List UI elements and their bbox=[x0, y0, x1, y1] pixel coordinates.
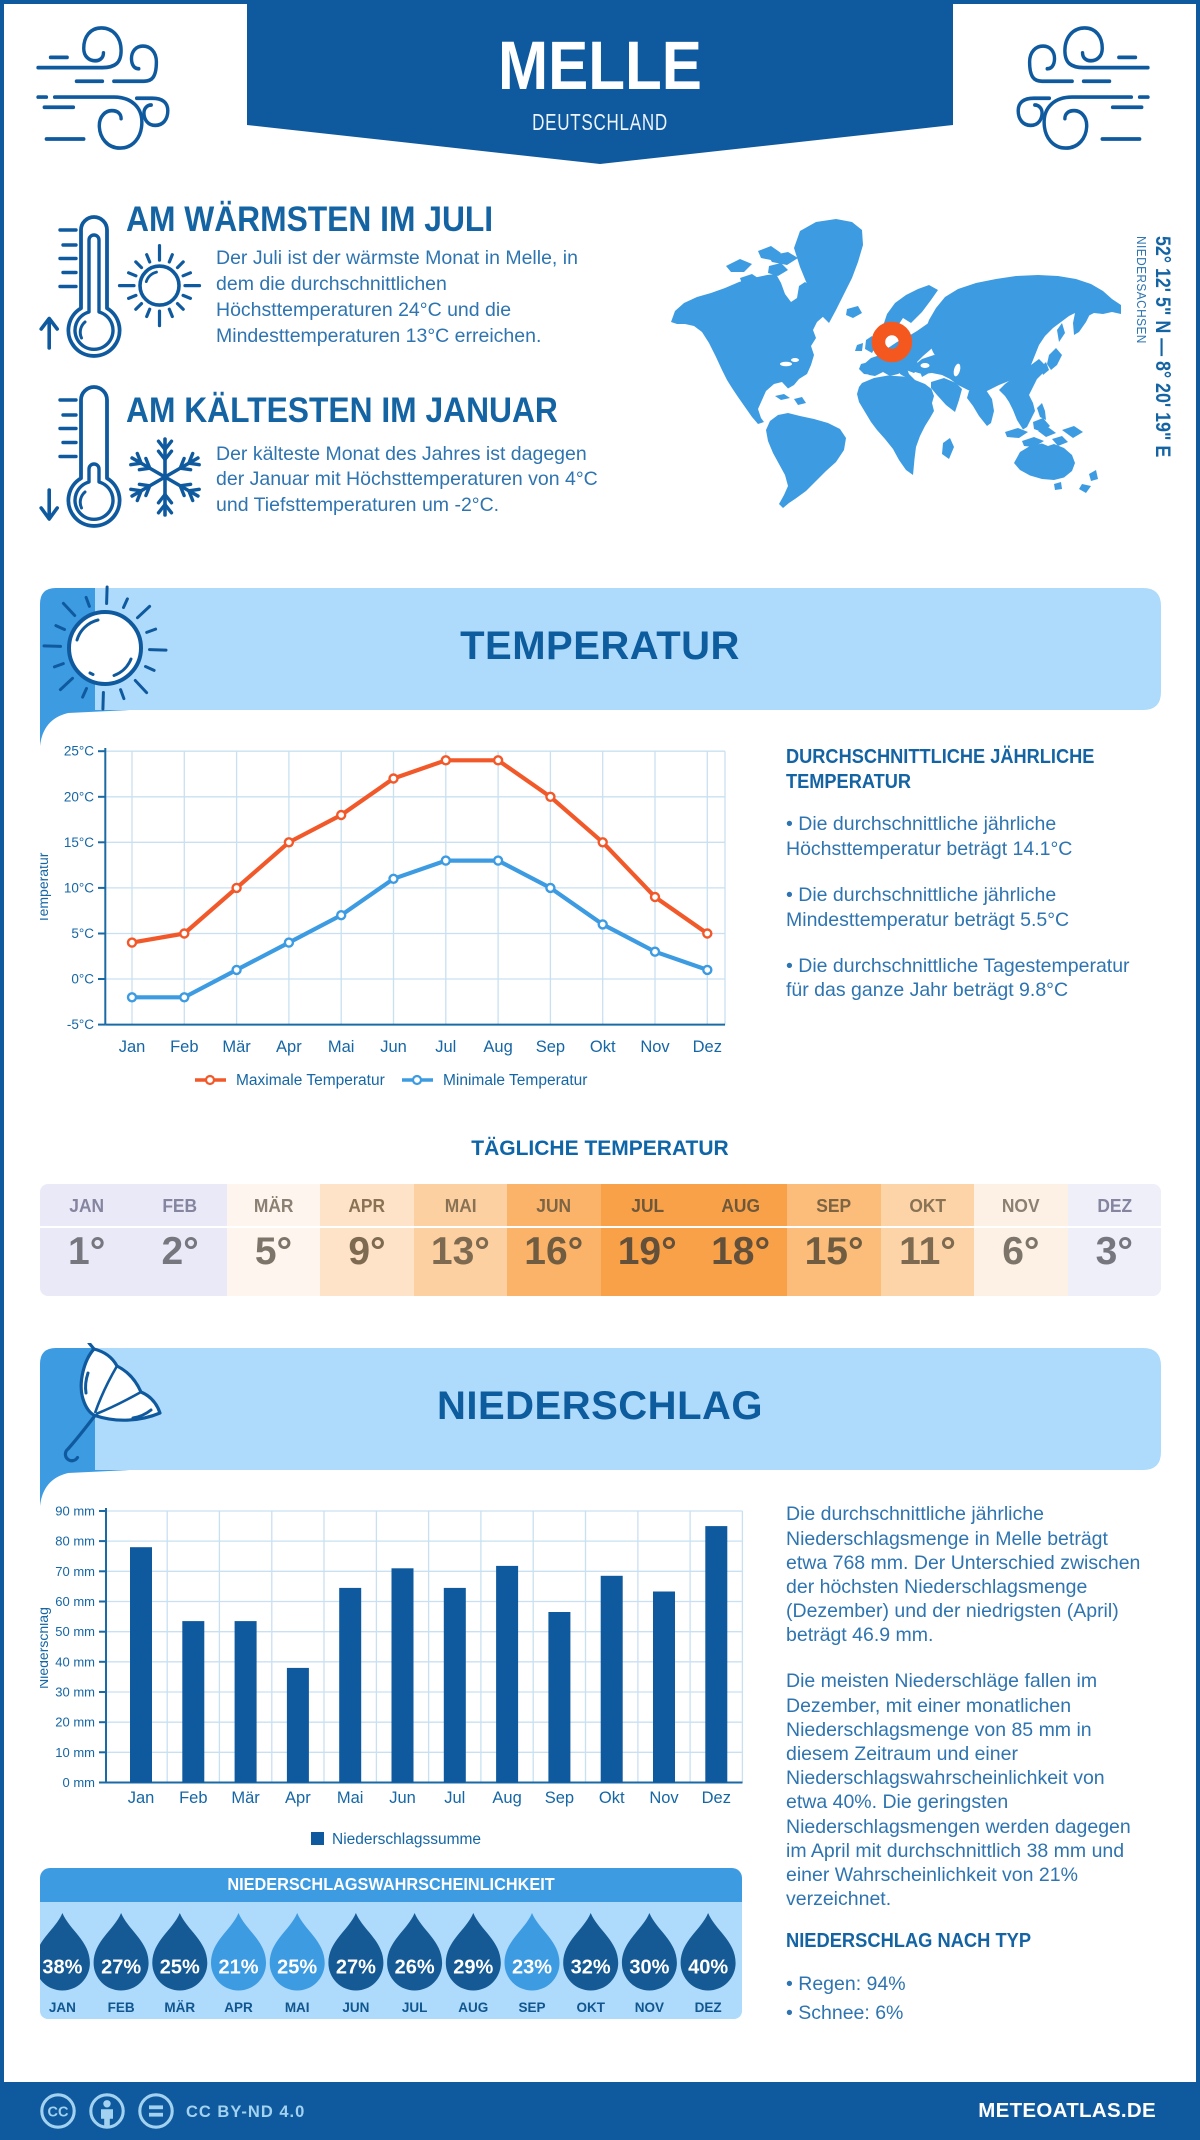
svg-text:38%: 38% bbox=[42, 1957, 82, 1979]
svg-text:Apr: Apr bbox=[276, 1038, 302, 1056]
svg-text:27%: 27% bbox=[101, 1957, 141, 1979]
svg-text:26%: 26% bbox=[395, 1957, 435, 1979]
svg-text:SEP: SEP bbox=[518, 2000, 545, 2015]
svg-text:5°C: 5°C bbox=[71, 926, 94, 941]
svg-text:27%: 27% bbox=[336, 1957, 376, 1979]
svg-text:Jun: Jun bbox=[389, 1789, 416, 1807]
svg-text:Mär: Mär bbox=[222, 1038, 251, 1056]
svg-text:MÄR: MÄR bbox=[164, 2000, 195, 2015]
svg-text:JUN: JUN bbox=[342, 2000, 369, 2015]
svg-text:32%: 32% bbox=[571, 1957, 611, 1979]
svg-text:23%: 23% bbox=[512, 1957, 552, 1979]
svg-text:Apr: Apr bbox=[285, 1789, 311, 1807]
svg-text:40 mm: 40 mm bbox=[55, 1654, 95, 1669]
svg-text:OKT: OKT bbox=[576, 2000, 605, 2015]
svg-text:Sep: Sep bbox=[536, 1038, 565, 1056]
svg-text:0 mm: 0 mm bbox=[63, 1775, 96, 1790]
svg-text:Jul: Jul bbox=[444, 1789, 465, 1807]
svg-text:FEB: FEB bbox=[108, 2000, 135, 2015]
svg-text:60 mm: 60 mm bbox=[55, 1594, 95, 1609]
svg-text:NOV: NOV bbox=[635, 2000, 664, 2015]
svg-text:Feb: Feb bbox=[170, 1038, 198, 1056]
svg-text:Jan: Jan bbox=[119, 1038, 146, 1056]
svg-text:20 mm: 20 mm bbox=[55, 1715, 95, 1730]
svg-text:Nov: Nov bbox=[640, 1038, 670, 1056]
svg-text:Jun: Jun bbox=[380, 1038, 407, 1056]
svg-text:MAI: MAI bbox=[285, 2000, 310, 2015]
svg-text:Mär: Mär bbox=[231, 1789, 260, 1807]
svg-text:80 mm: 80 mm bbox=[55, 1534, 95, 1549]
svg-text:70 mm: 70 mm bbox=[55, 1564, 95, 1579]
svg-text:CC BY-ND 4.0: CC BY-ND 4.0 bbox=[186, 2103, 305, 2121]
svg-text:Mai: Mai bbox=[337, 1789, 364, 1807]
svg-text:29%: 29% bbox=[453, 1957, 493, 1979]
svg-text:Okt: Okt bbox=[599, 1789, 625, 1807]
svg-text:Okt: Okt bbox=[590, 1038, 616, 1056]
svg-text:-5°C: -5°C bbox=[67, 1017, 94, 1032]
svg-text:Maximale Temperatur: Maximale Temperatur bbox=[236, 1072, 385, 1089]
svg-text:Sep: Sep bbox=[545, 1789, 574, 1807]
svg-text:21%: 21% bbox=[218, 1957, 258, 1979]
svg-text:40%: 40% bbox=[688, 1957, 728, 1979]
svg-text:Feb: Feb bbox=[179, 1789, 207, 1807]
svg-text:90 mm: 90 mm bbox=[55, 1504, 95, 1519]
svg-text:50 mm: 50 mm bbox=[55, 1624, 95, 1639]
svg-text:JUL: JUL bbox=[402, 2000, 428, 2015]
svg-text:0°C: 0°C bbox=[71, 972, 94, 987]
svg-text:AUG: AUG bbox=[458, 2000, 488, 2015]
svg-text:CC: CC bbox=[48, 2105, 69, 2121]
svg-text:APR: APR bbox=[224, 2000, 253, 2015]
svg-text:10°C: 10°C bbox=[64, 880, 94, 895]
svg-text:Aug: Aug bbox=[492, 1789, 521, 1807]
svg-text:Niederschlag: Niederschlag bbox=[40, 1607, 51, 1689]
svg-text:10 mm: 10 mm bbox=[55, 1745, 95, 1760]
svg-text:Mai: Mai bbox=[328, 1038, 355, 1056]
svg-text:JAN: JAN bbox=[49, 2000, 76, 2015]
svg-text:20°C: 20°C bbox=[64, 789, 94, 804]
svg-text:Dez: Dez bbox=[693, 1038, 722, 1056]
svg-text:Niederschlagssumme: Niederschlagssumme bbox=[332, 1831, 481, 1848]
svg-text:Aug: Aug bbox=[483, 1038, 512, 1056]
svg-text:25°C: 25°C bbox=[64, 744, 94, 759]
svg-text:25%: 25% bbox=[160, 1957, 200, 1979]
svg-text:DEZ: DEZ bbox=[695, 2000, 722, 2015]
svg-text:Jul: Jul bbox=[435, 1038, 456, 1056]
svg-text:25%: 25% bbox=[277, 1957, 317, 1979]
svg-text:30 mm: 30 mm bbox=[55, 1685, 95, 1700]
svg-text:Temperatur: Temperatur bbox=[40, 852, 51, 923]
svg-text:Jan: Jan bbox=[128, 1789, 155, 1807]
svg-text:15°C: 15°C bbox=[64, 835, 94, 850]
svg-text:Nov: Nov bbox=[649, 1789, 679, 1807]
svg-text:Minimale Temperatur: Minimale Temperatur bbox=[443, 1072, 587, 1089]
svg-text:Dez: Dez bbox=[702, 1789, 731, 1807]
svg-text:30%: 30% bbox=[629, 1957, 669, 1979]
